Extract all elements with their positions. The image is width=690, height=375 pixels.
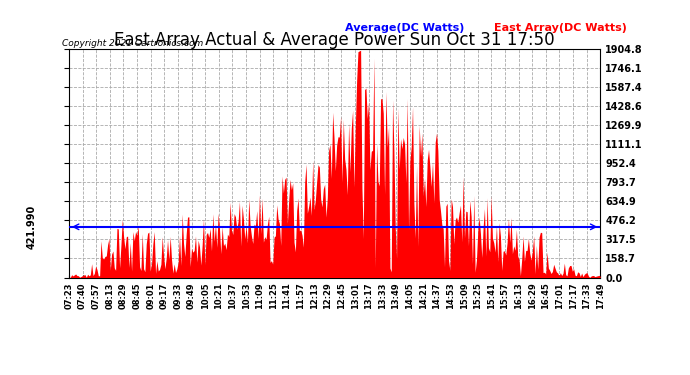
Text: Average(DC Watts): Average(DC Watts) (345, 23, 464, 33)
Text: East Array(DC Watts): East Array(DC Watts) (494, 23, 627, 33)
Text: 421.990: 421.990 (27, 205, 37, 249)
Title: East Array Actual & Average Power Sun Oct 31 17:50: East Array Actual & Average Power Sun Oc… (115, 31, 555, 49)
Text: Copyright 2021 Cartronics.com: Copyright 2021 Cartronics.com (62, 39, 204, 48)
